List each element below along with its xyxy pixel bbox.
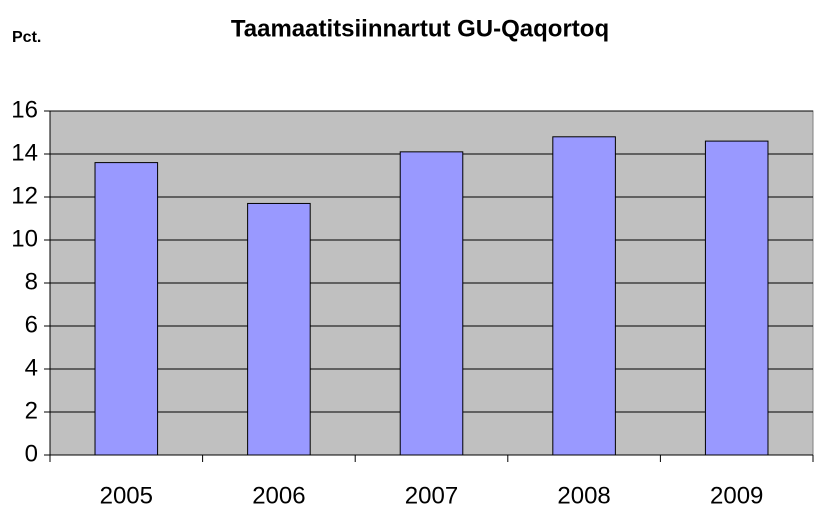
- x-tick-label: 2007: [405, 482, 458, 509]
- y-tick-label: 2: [25, 397, 38, 424]
- y-tick-label: 0: [25, 440, 38, 467]
- y-tick-label: 8: [25, 268, 38, 295]
- bar: [552, 136, 616, 456]
- y-tick-label: 10: [11, 225, 38, 252]
- y-tick-label: 4: [25, 354, 38, 381]
- x-tick-label: 2009: [710, 482, 763, 509]
- chart-title: Taamaatitsiinnartut GU-Qaqortoq: [231, 15, 609, 42]
- y-axis-label: Pct.: [12, 29, 41, 46]
- bar: [704, 140, 769, 456]
- y-tick-label: 6: [25, 311, 38, 338]
- bar: [399, 151, 464, 456]
- x-tick-label: 2005: [100, 482, 153, 509]
- bar: [94, 162, 159, 456]
- x-tick-label: 2008: [557, 482, 610, 509]
- y-tick-label: 14: [11, 139, 38, 166]
- y-tick-label: 12: [11, 182, 38, 209]
- y-tick-label: 16: [11, 96, 38, 123]
- bar: [247, 202, 311, 456]
- x-tick-label: 2006: [252, 482, 305, 509]
